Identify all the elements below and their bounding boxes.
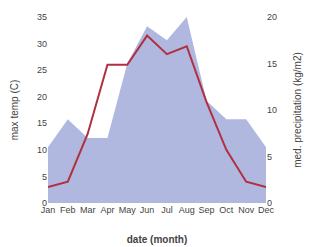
- svg-text:35: 35: [37, 12, 47, 22]
- svg-text:Feb: Feb: [60, 205, 76, 215]
- svg-text:Aug: Aug: [179, 205, 195, 215]
- svg-text:30: 30: [37, 39, 47, 49]
- svg-text:Jan: Jan: [41, 205, 56, 215]
- svg-text:25: 25: [37, 65, 47, 75]
- svg-text:May: May: [119, 205, 137, 215]
- svg-text:max temp (C): max temp (C): [9, 80, 20, 141]
- svg-text:15: 15: [37, 118, 47, 128]
- svg-text:Nov: Nov: [238, 205, 255, 215]
- svg-text:Sep: Sep: [199, 205, 215, 215]
- svg-text:Dec: Dec: [258, 205, 275, 215]
- svg-text:10: 10: [267, 105, 277, 115]
- svg-text:Jun: Jun: [140, 205, 155, 215]
- svg-text:0: 0: [267, 198, 272, 208]
- svg-text:date (month): date (month): [127, 234, 188, 245]
- svg-text:med. precipitation (kg/m2): med. precipitation (kg/m2): [292, 52, 303, 168]
- svg-text:20: 20: [267, 12, 277, 22]
- svg-text:5: 5: [267, 152, 272, 162]
- svg-text:5: 5: [42, 172, 47, 182]
- svg-text:Apr: Apr: [100, 205, 114, 215]
- svg-text:15: 15: [267, 59, 277, 69]
- svg-text:Jul: Jul: [161, 205, 173, 215]
- svg-text:20: 20: [37, 92, 47, 102]
- svg-text:0: 0: [42, 198, 47, 208]
- svg-text:Oct: Oct: [219, 205, 234, 215]
- svg-text:Mar: Mar: [80, 205, 96, 215]
- svg-text:10: 10: [37, 145, 47, 155]
